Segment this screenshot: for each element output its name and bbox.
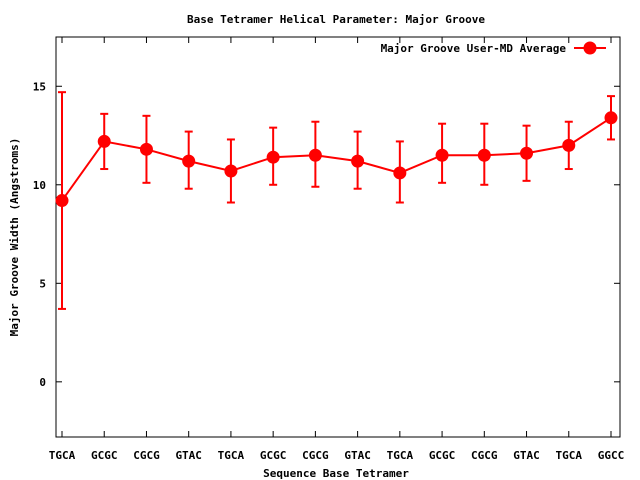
- plot-area: [55, 36, 621, 438]
- x-tick-label: GCGC: [91, 449, 118, 462]
- legend-marker: [583, 41, 597, 55]
- x-tick-label: GCGC: [260, 449, 287, 462]
- x-tick-label: GCGC: [429, 449, 456, 462]
- x-tick-label: GTAC: [175, 449, 202, 462]
- x-axis: TGCA GCGC CGCG GTAC TGCA GCGC CGCG GTAC TGCA GCGC…: [49, 37, 625, 462]
- data-point: [477, 148, 491, 162]
- data-point: [308, 148, 322, 162]
- legend: Major Groove User-MD Average: [381, 41, 606, 55]
- data-point: [393, 166, 407, 180]
- x-tick-label: CGCG: [302, 449, 329, 462]
- data-point: [351, 154, 365, 168]
- data-point: [97, 134, 111, 148]
- x-axis-label: Sequence Base Tetramer: [263, 467, 409, 480]
- x-tick-label: CGCG: [133, 449, 160, 462]
- data-point: [520, 146, 534, 160]
- y-tick-label: 15: [33, 80, 46, 93]
- x-tick-label: TGCA: [387, 449, 414, 462]
- x-tick-label: CGCG: [471, 449, 498, 462]
- data-point: [604, 111, 618, 125]
- data-point: [55, 194, 69, 208]
- x-tick-label: TGCA: [49, 449, 76, 462]
- series-layer: [55, 91, 618, 310]
- legend-label: Major Groove User-MD Average: [381, 42, 567, 55]
- x-tick-label: TGCA: [218, 449, 245, 462]
- x-tick-label: GTAC: [513, 449, 540, 462]
- x-tick-label: GTAC: [344, 449, 371, 462]
- y-tick-label: 5: [39, 277, 46, 290]
- data-point: [562, 138, 576, 152]
- data-point: [182, 154, 196, 168]
- series-line: [61, 116, 612, 202]
- x-tick-label: TGCA: [556, 449, 583, 462]
- data-point: [266, 150, 280, 164]
- data-point: [224, 164, 238, 178]
- chart-title: Base Tetramer Helical Parameter: Major G…: [187, 13, 485, 26]
- data-point: [435, 148, 449, 162]
- y-axis: 0 5 10 15: [33, 80, 620, 389]
- y-axis-label: Major Groove Width (Angstroms): [8, 138, 21, 337]
- x-tick-label: GGCC: [598, 449, 625, 462]
- y-tick-label: 10: [33, 179, 46, 192]
- data-point: [139, 142, 153, 156]
- y-tick-label: 0: [39, 376, 46, 389]
